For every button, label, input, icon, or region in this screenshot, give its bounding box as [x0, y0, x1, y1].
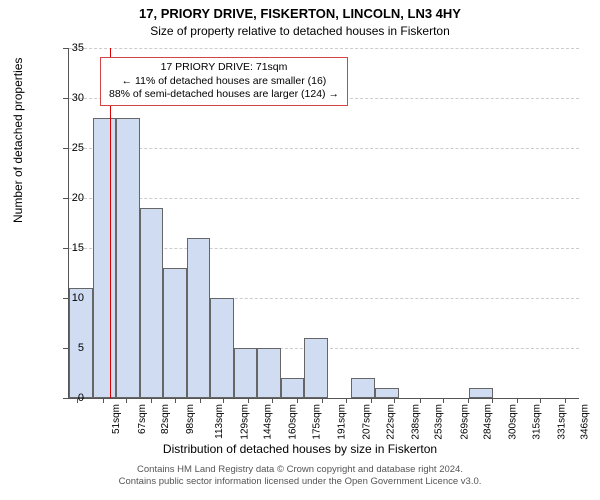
histogram-bar: [257, 348, 281, 398]
x-tick-label: 82sqm: [160, 404, 171, 434]
y-tick-label: 20: [60, 192, 84, 204]
x-tick: [103, 398, 104, 403]
x-tick-label: 51sqm: [111, 404, 122, 434]
x-tick-label: 113sqm: [214, 404, 225, 439]
histogram-bar: [187, 238, 211, 398]
y-tick-label: 5: [60, 342, 84, 354]
annotation-line1: 17 PRIORY DRIVE: 71sqm: [109, 61, 339, 75]
x-tick-label: 67sqm: [137, 404, 148, 434]
x-tick-label: 284sqm: [483, 404, 494, 440]
chart-title-sub: Size of property relative to detached ho…: [0, 24, 600, 38]
x-axis-title: Distribution of detached houses by size …: [0, 442, 600, 456]
x-tick-label: 98sqm: [185, 404, 196, 434]
x-tick: [77, 398, 78, 403]
x-tick-label: 269sqm: [459, 404, 470, 440]
x-tick-label: 315sqm: [531, 404, 542, 440]
x-tick: [565, 398, 566, 403]
y-tick-label: 25: [60, 142, 84, 154]
x-tick: [492, 398, 493, 403]
chart-container: 17, PRIORY DRIVE, FISKERTON, LINCOLN, LN…: [0, 0, 600, 500]
x-tick-label: 238sqm: [410, 404, 421, 440]
caption: Contains HM Land Registry data © Crown c…: [0, 464, 600, 488]
caption-line2: Contains public sector information licen…: [0, 476, 600, 488]
y-tick-label: 15: [60, 242, 84, 254]
histogram-bar: [163, 268, 187, 398]
chart-title-main: 17, PRIORY DRIVE, FISKERTON, LINCOLN, LN…: [0, 6, 600, 21]
histogram-bar: [140, 208, 164, 398]
histogram-bar: [116, 118, 140, 398]
histogram-bar: [375, 388, 399, 398]
x-tick-label: 222sqm: [385, 404, 396, 440]
x-tick: [248, 398, 249, 403]
x-tick: [468, 398, 469, 403]
x-tick: [175, 398, 176, 403]
x-tick-label: 331sqm: [556, 404, 567, 440]
x-tick: [517, 398, 518, 403]
x-tick: [443, 398, 444, 403]
grid-line: [69, 148, 579, 149]
grid-line: [69, 48, 579, 49]
x-tick-label: 346sqm: [580, 404, 591, 440]
y-tick-label: 10: [60, 292, 84, 304]
x-tick-label: 144sqm: [263, 404, 274, 440]
x-tick-label: 175sqm: [312, 404, 323, 440]
x-tick-label: 129sqm: [239, 404, 250, 440]
histogram-bar: [281, 378, 305, 398]
grid-line: [69, 198, 579, 199]
histogram-bar: [210, 298, 234, 398]
x-tick: [371, 398, 372, 403]
x-tick: [540, 398, 541, 403]
x-tick: [126, 398, 127, 403]
x-tick: [151, 398, 152, 403]
x-tick-label: 300sqm: [508, 404, 519, 440]
x-tick-label: 160sqm: [288, 404, 299, 440]
y-axis-title: Number of detached properties: [11, 58, 25, 223]
annotation-line3: 88% of semi-detached houses are larger (…: [109, 88, 339, 102]
x-tick: [394, 398, 395, 403]
x-tick-label: 207sqm: [362, 404, 373, 440]
histogram-bar: [234, 348, 258, 398]
x-tick-label: 253sqm: [434, 404, 445, 440]
annotation-box: 17 PRIORY DRIVE: 71sqm ← 11% of detached…: [100, 57, 348, 106]
x-tick: [297, 398, 298, 403]
histogram-bar: [304, 338, 328, 398]
annotation-line2: ← 11% of detached houses are smaller (16…: [109, 75, 339, 89]
x-tick: [322, 398, 323, 403]
histogram-bar: [351, 378, 375, 398]
x-tick: [223, 398, 224, 403]
x-tick: [272, 398, 273, 403]
y-tick-label: 30: [60, 92, 84, 104]
y-tick-label: 35: [60, 42, 84, 54]
histogram-bar: [93, 118, 117, 398]
y-tick-label: 0: [60, 392, 84, 404]
x-tick: [346, 398, 347, 403]
x-tick-label: 191sqm: [337, 404, 348, 440]
caption-line1: Contains HM Land Registry data © Crown c…: [0, 464, 600, 476]
x-tick: [420, 398, 421, 403]
x-tick: [200, 398, 201, 403]
histogram-bar: [469, 388, 493, 398]
